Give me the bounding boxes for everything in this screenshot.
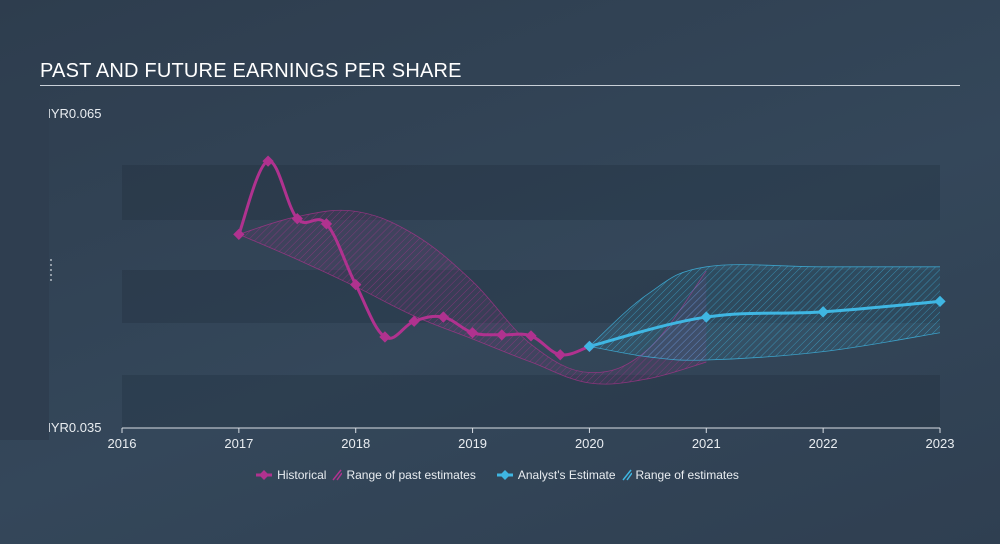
past-range-lower-edge xyxy=(238,233,707,385)
grid-band-3 xyxy=(122,375,940,428)
future-range-lower-edge xyxy=(589,332,941,361)
historical-point-7 xyxy=(408,315,420,327)
historical-point-10 xyxy=(496,329,508,341)
historical-point-6 xyxy=(379,331,391,343)
historical-point-2 xyxy=(262,155,274,167)
chart-legend: Historical Range of past estimates Analy… xyxy=(0,468,1000,482)
legend-past-range-label: Range of past estimates xyxy=(346,468,476,482)
legend-future-range-label: Range of estimates xyxy=(635,468,739,482)
historical-point-5 xyxy=(350,278,362,291)
past-estimates-range xyxy=(238,210,707,385)
y-axis-dot-5 xyxy=(50,279,52,281)
future-range-upper-edge xyxy=(589,264,940,347)
legend-estimate: Analyst's Estimate xyxy=(496,468,616,482)
historical-point-8 xyxy=(437,311,450,323)
x-tick-label-2023: 2023 xyxy=(926,436,955,451)
x-tick-label-2018: 2018 xyxy=(341,436,370,451)
historical-point-3 xyxy=(291,213,303,225)
legend-historical-label: Historical xyxy=(277,468,327,482)
legend-estimate-label: Analyst's Estimate xyxy=(517,468,616,482)
x-tick-label-2020: 2020 xyxy=(575,436,604,451)
historical-point-11 xyxy=(525,330,537,342)
historical-point-1 xyxy=(233,228,245,241)
estimate-point-2 xyxy=(700,311,712,323)
legend-past-range: Range of past estimates xyxy=(332,468,476,482)
y-axis-dot-1 xyxy=(50,259,52,261)
earnings-chart: 2016 2017 2018 2019 2020 2021 2022 2023 MYR0.065… xyxy=(0,100,955,451)
y-tick-label-bottom: MYR0.035 xyxy=(40,420,101,435)
estimate-point-4 xyxy=(934,295,946,308)
x-tick-label-2016: 2016 xyxy=(108,436,137,451)
historical-legend-marker xyxy=(256,470,273,480)
past-range-upper-edge xyxy=(238,209,707,373)
y-axis-dot-4 xyxy=(50,274,52,276)
legend-future-range: Range of estimates xyxy=(621,468,739,482)
title-divider xyxy=(40,85,960,86)
estimate-point-1 xyxy=(583,340,596,353)
historical-point-12 xyxy=(554,349,566,361)
x-tick-label-2017: 2017 xyxy=(224,436,253,451)
y-axis-dot-2 xyxy=(50,264,52,266)
x-tick-label-2019: 2019 xyxy=(458,436,487,451)
past-range-legend-swatch xyxy=(332,469,343,481)
x-tick-label-2021: 2021 xyxy=(692,436,721,451)
future-range-legend-swatch xyxy=(621,469,632,481)
estimate-point-3 xyxy=(817,306,829,318)
estimate-legend-marker xyxy=(496,470,513,480)
y-tick-label-top: MYR0.065 xyxy=(40,106,101,121)
y-axis-dot-3 xyxy=(50,269,52,271)
historical-point-9 xyxy=(466,327,479,339)
chart-title: PAST AND FUTURE EARNINGS PER SHARE xyxy=(40,60,462,82)
legend-historical: Historical xyxy=(255,468,326,482)
x-tick-label-2022: 2022 xyxy=(809,436,838,451)
y-axis-left-mask xyxy=(0,100,49,440)
estimate-line xyxy=(589,299,941,348)
historical-point-4 xyxy=(320,218,333,230)
